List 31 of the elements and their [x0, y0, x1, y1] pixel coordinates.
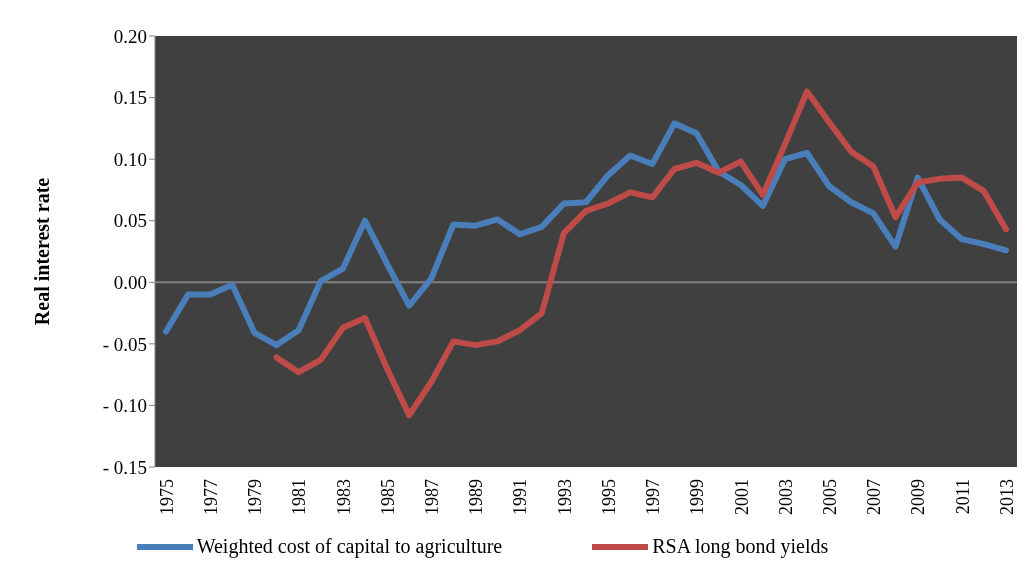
y-axis-title: Real interest rate	[31, 177, 54, 326]
x-tick-label: 1975	[156, 479, 177, 515]
x-tick-label: 1987	[422, 479, 443, 515]
x-tick-label: 1991	[510, 479, 531, 515]
y-tick-label: 0.15	[113, 87, 147, 109]
x-tick-label: 1985	[377, 479, 398, 515]
x-tick-label: 1981	[289, 479, 310, 515]
legend-label: RSA long bond yields	[652, 535, 829, 558]
x-tick-label: 1983	[333, 479, 354, 515]
x-tick-label: 2007	[864, 479, 885, 515]
x-tick-label: 2001	[731, 479, 752, 515]
y-tick-label: - 0.05	[102, 333, 147, 355]
x-tick-label: 1999	[687, 479, 708, 515]
y-tick-label: 0.10	[113, 148, 147, 170]
y-tick-label: - 0.15	[102, 456, 147, 478]
x-tick-label: 2013	[996, 479, 1017, 515]
x-tick-label: 2005	[819, 479, 840, 515]
y-tick-label: - 0.10	[102, 395, 147, 417]
x-tick-label: 1993	[554, 479, 575, 515]
x-tick-label: 1997	[643, 479, 664, 515]
x-tick-label: 1989	[466, 479, 487, 515]
x-tick-label: 2009	[908, 479, 929, 515]
x-tick-label: 2003	[775, 479, 796, 515]
y-tick-label: 0.05	[113, 210, 147, 232]
y-tick-label: 0.00	[113, 272, 147, 294]
x-tick-label: 1979	[245, 479, 266, 515]
y-tick-label: 0.20	[113, 25, 147, 47]
x-tick-label: 2011	[952, 479, 973, 515]
legend-label: Weighted cost of capital to agriculture	[196, 535, 503, 558]
x-tick-label: 1977	[200, 479, 221, 515]
x-tick-label: 1995	[598, 479, 619, 515]
